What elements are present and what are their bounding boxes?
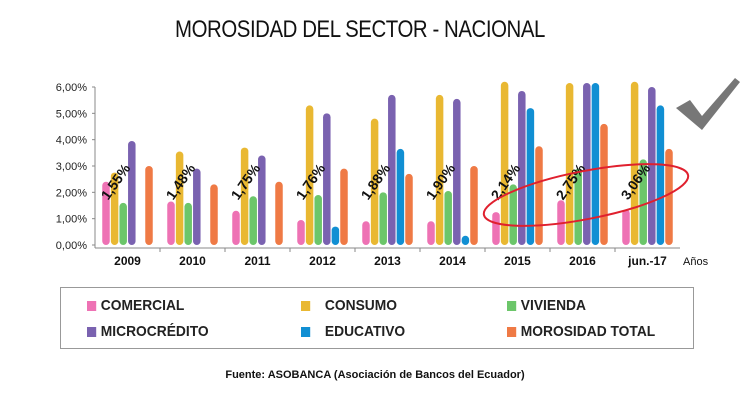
bar-vivienda (249, 196, 257, 245)
x-tick-label: 2016 (569, 254, 596, 268)
y-tick-label: 4,00% (56, 135, 87, 147)
x-tick-label: 2013 (374, 254, 401, 268)
bar-microcrédito (583, 83, 591, 245)
bar-consumo (110, 172, 119, 245)
legend-label: CONSUMO (324, 297, 397, 314)
x-tick-label: 2015 (504, 254, 531, 268)
bar-educativo (656, 105, 665, 245)
bar-consumo (175, 151, 184, 245)
bar-vivienda (509, 184, 517, 245)
bar-consumo (305, 105, 314, 245)
bar-consumo (500, 81, 509, 245)
bar-consumo (630, 81, 639, 245)
bar-comercial (167, 201, 175, 245)
bar-comercial (102, 181, 110, 245)
bar-comercial (427, 221, 435, 245)
legend-item-vivienda: VIVIENDA (507, 297, 586, 314)
legend-item-microcredito: MICROCRÉDITO (87, 323, 209, 340)
bar-morosidad-total (210, 184, 218, 245)
legend-label: MICROCRÉDITO (100, 323, 209, 340)
bar-microcrédito (258, 155, 266, 245)
x-tick-label: 2009 (114, 254, 141, 268)
bar-comercial (297, 219, 305, 245)
legend-item-educativo: EDUCATIVO (301, 323, 405, 340)
highlight-ellipse (482, 163, 690, 227)
bar-morosidad-total (665, 148, 673, 245)
legend-swatch (507, 326, 517, 337)
y-tick-label: 5,00% (56, 108, 87, 120)
bar-microcrédito (648, 87, 656, 245)
bar-educativo (461, 235, 470, 245)
bar-microcrédito (388, 94, 396, 246)
x-tick-label: 2010 (179, 254, 206, 268)
bar-comercial (362, 221, 370, 245)
bar-microcrédito (193, 168, 201, 245)
x-tick-label: 2012 (309, 254, 336, 268)
legend-label: EDUCATIVO (324, 323, 406, 340)
legend-swatch (301, 326, 311, 337)
legend-label: COMERCIAL (100, 297, 185, 314)
y-tick-label: 3,00% (56, 161, 87, 173)
legend-swatch (301, 300, 311, 311)
x-tick-label: 2011 (244, 254, 270, 268)
bar-consumo (370, 118, 379, 245)
bar-vivienda (444, 191, 452, 245)
bar-morosidad-total (275, 181, 283, 245)
bar-vivienda (379, 192, 387, 245)
x-tick-label: jun.-17 (627, 254, 667, 268)
bar-consumo (240, 147, 249, 245)
legend-label: MOROSIDAD TOTAL (520, 323, 656, 340)
y-tick-label: 0,00% (56, 240, 87, 252)
bar-vivienda (314, 194, 322, 245)
bar-comercial (622, 209, 630, 245)
bar-educativo (331, 226, 340, 245)
bar-microcrédito (453, 98, 461, 245)
bar-consumo (435, 94, 444, 246)
bar-vivienda (119, 202, 127, 245)
bar-morosidad-total (535, 146, 543, 245)
bar-educativo (591, 83, 600, 245)
bar-microcrédito (518, 90, 526, 245)
source-note: Fuente: ASOBANCA (Asociación de Bancos d… (225, 369, 525, 381)
bar-morosidad-total (340, 168, 348, 245)
legend-item-comercial: COMERCIAL (87, 297, 184, 314)
y-tick-label: 2,00% (56, 187, 87, 199)
bar-morosidad-total (405, 173, 413, 245)
x-tick-label: 2014 (439, 254, 466, 268)
legend-item-consumo: CONSUMO (301, 297, 397, 314)
bar-microcrédito (323, 113, 331, 245)
bar-morosidad-total (470, 166, 478, 245)
checkmark-icon (676, 78, 740, 130)
bar-vivienda (639, 159, 647, 245)
y-tick-label: 6,00% (56, 82, 87, 94)
bar-comercial (232, 210, 240, 245)
bar-comercial (492, 212, 500, 245)
legend-item-morosidad-total: MOROSIDAD TOTAL (507, 323, 655, 340)
bar-chart: 0,00%1,00%2,00%3,00%4,00%5,00%6,00%20091… (56, 78, 740, 268)
bar-morosidad-total (145, 166, 153, 245)
legend-swatch (87, 300, 97, 311)
legend-swatch (87, 326, 97, 337)
x-axis-label: Años (683, 256, 709, 268)
legend-swatch (507, 300, 517, 311)
chart-title: MOROSIDAD DEL SECTOR - NACIONAL (175, 16, 545, 43)
bar-microcrédito (128, 140, 136, 245)
bar-vivienda (184, 202, 192, 245)
bar-morosidad-total (600, 123, 608, 245)
bar-consumo (565, 83, 574, 245)
legend: COMERCIAL CONSUMO VIVIENDA MICROCRÉDITO … (60, 287, 694, 349)
bar-educativo (526, 108, 535, 245)
bar-educativo (396, 148, 405, 245)
legend-label: VIVIENDA (520, 297, 586, 314)
bar-vivienda (574, 168, 582, 245)
y-tick-label: 1,00% (56, 214, 87, 226)
